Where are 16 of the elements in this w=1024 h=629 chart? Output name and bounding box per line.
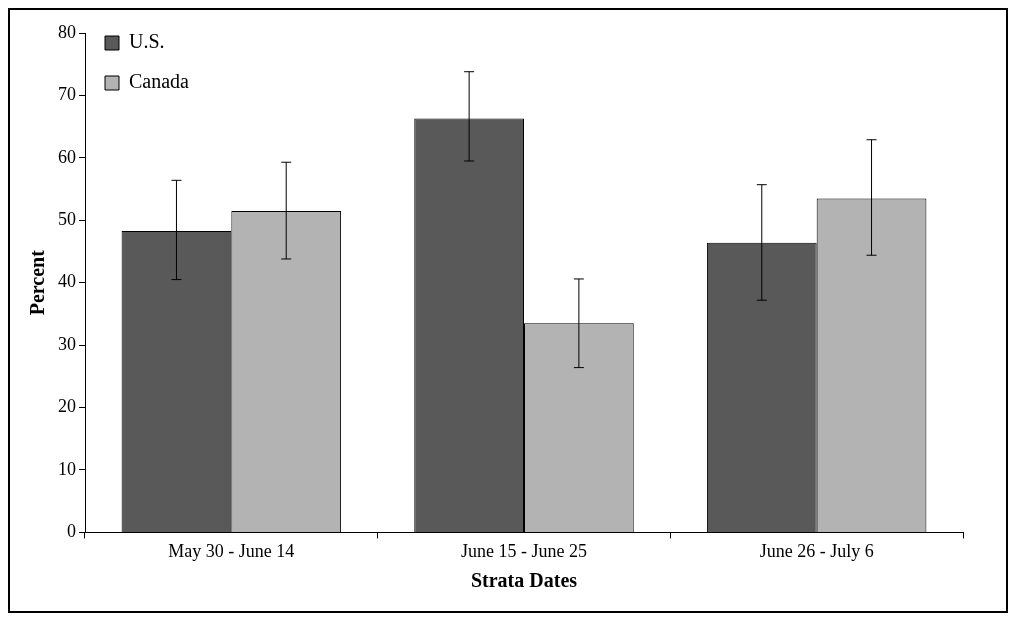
legend-label: Canada (129, 70, 190, 93)
legend-label: U.S. (129, 30, 165, 53)
y-tick-label: 80 (58, 21, 76, 42)
x-axis-title: Strata Dates (470, 569, 578, 592)
x-tick-label: June 26 - July 6 (759, 540, 874, 561)
x-tick-label: June 15 - June 25 (461, 540, 587, 561)
y-tick-label: 70 (58, 84, 76, 105)
y-axis-title: Percent (26, 249, 49, 316)
y-tick-label: 10 (58, 458, 76, 479)
y-tick-label: 50 (58, 209, 76, 230)
y-tick-label: 20 (58, 396, 76, 417)
y-tick-label: 0 (67, 521, 76, 542)
y-tick-label: 40 (58, 271, 76, 292)
x-tick-label: May 30 - June 14 (168, 540, 295, 561)
y-tick-label: 30 (58, 333, 76, 354)
y-tick-label: 60 (58, 146, 76, 167)
